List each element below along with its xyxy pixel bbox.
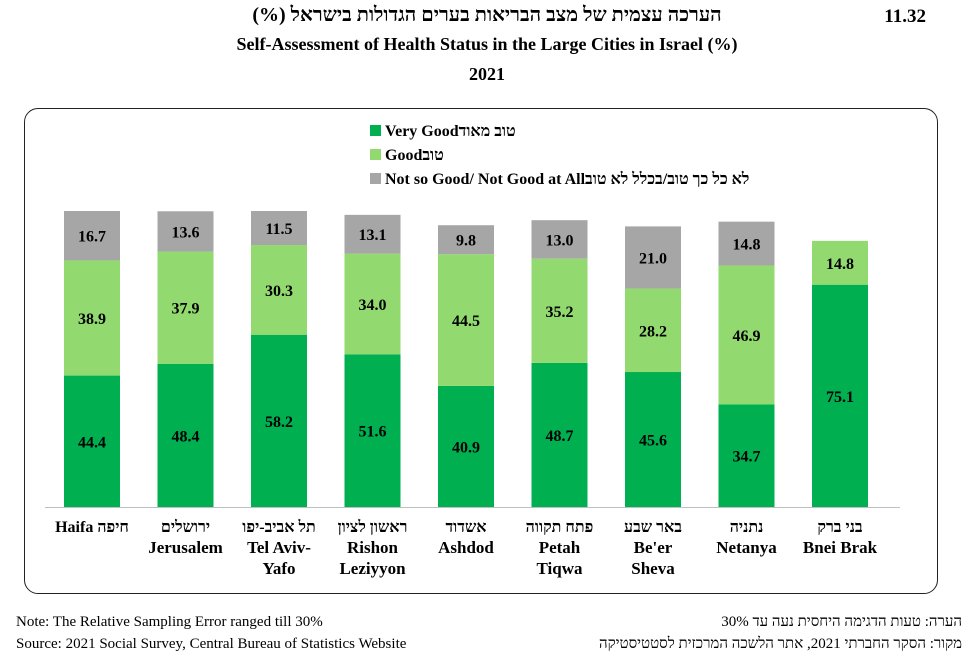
data-label-very_good-3: 51.6 [359,424,387,441]
data-label-very_good-0: 44.4 [78,434,106,451]
bar-not_good-3 [344,214,401,254]
category-label-en-2-0: Tel Aviv- [247,538,311,557]
data-label-very_good-1: 48.4 [172,428,200,445]
bar-not_good-6 [625,226,681,289]
data-label-good-8: 14.8 [826,256,854,273]
data-label-good-4: 44.5 [452,313,480,330]
legend-swatch-good [370,149,381,160]
data-label-good-7: 46.9 [733,328,761,345]
category-label-en-6-0: Be'er [634,538,673,557]
footer-note-en: Note: The Relative Sampling Error ranged… [16,614,323,630]
legend-swatch-not_good [370,173,381,184]
chart-title-english: Self-Assessment of Health Status in the … [236,34,738,54]
category-label-0: Haifa חיפה [55,519,129,536]
bar-not_good-5 [531,220,588,259]
bar-very_good-6 [625,372,681,507]
bar-not_good-7 [718,221,775,266]
bar-good-1 [157,251,214,364]
data-label-very_good-4: 40.9 [452,439,480,456]
bar-good-3 [344,253,401,355]
bar-not_good-4 [438,225,494,255]
category-label-en-2-1: Yafo [262,559,295,578]
data-label-very_good-8: 75.1 [826,389,854,406]
data-label-good-5: 35.2 [546,304,574,321]
bar-not_good-1 [157,211,214,252]
data-label-very_good-6: 45.6 [639,433,667,450]
data-label-good-6: 28.2 [639,323,667,340]
bar-good-0 [64,260,120,376]
category-label-he-2: תל אביב-יפו [242,518,315,536]
data-label-very_good-7: 34.7 [733,449,761,466]
chart-year: 2021 [469,64,505,84]
category-label-en-5-1: Tiqwa [537,559,583,578]
category-label-en-1-0: Jerusalem [148,538,223,557]
data-label-not_good-4: 9.8 [456,233,476,250]
bar-very_good-4 [438,385,494,507]
data-label-good-2: 30.3 [265,283,293,300]
bar-not_good-2 [251,211,307,246]
category-label-he-1: ירושלים [161,518,210,536]
data-label-not_good-5: 13.0 [546,232,574,249]
bar-very_good-0 [64,375,120,507]
bar-very_good-5 [531,362,588,507]
category-label-en-4-0: Ashdod [438,538,494,557]
data-label-not_good-2: 11.5 [265,221,292,238]
bar-good-6 [625,288,681,373]
legend-label-very_good: Very Good טוב מאוד [385,123,520,140]
bar-good-8 [812,240,868,285]
footer-source-en: Source: 2021 Social Survey, Central Bure… [16,636,407,652]
data-label-very_good-5: 48.7 [546,428,574,445]
data-label-good-0: 38.9 [78,311,106,328]
category-label-en-8-0: Bnei Brak [803,538,878,557]
bar-very_good-2 [251,334,307,507]
bar-good-2 [251,245,307,335]
bar-very_good-8 [812,284,868,507]
bar-good-7 [718,265,775,405]
table-number: 11.32 [884,6,926,27]
bar-very_good-7 [718,404,775,507]
bar-very_good-1 [157,363,214,507]
category-label-he-4: אשדוד [445,519,486,536]
bar-not_good-0 [64,211,120,261]
data-label-not_good-3: 13.1 [359,227,387,244]
category-label-he-7: נתניה [730,519,764,536]
category-label-he-3: ראשון לציון [338,518,408,536]
bar-good-4 [438,254,494,386]
category-label-en-6-1: Sheva [631,559,675,578]
data-label-good-3: 34.0 [359,297,387,314]
legend-label-good: Good טוב [385,147,448,164]
footer-source-he: מקור: הסקר החברתי 2021, אתר הלשכה המרכזי… [598,636,962,652]
category-label-he-5: פתח תקווה [526,519,594,536]
category-label-en-7-0: Netanya [716,538,777,557]
data-label-not_good-7: 14.8 [733,237,761,254]
category-label-en-3-0: Rishon [347,538,399,557]
footer-note-he: הערה: טעות הדגימה היחסית נעה עד 30% [721,614,962,630]
legend-swatch-very_good [370,125,381,136]
data-label-not_good-1: 13.6 [172,224,200,241]
bar-good-5 [531,258,588,363]
legend-label-not_good: Not so Good/ Not Good at All לא כל כך טו… [385,170,753,188]
data-label-not_good-0: 16.7 [78,229,106,246]
category-label-he-8: בני ברק [817,519,863,536]
data-label-not_good-6: 21.0 [639,250,667,267]
category-label-en-5-0: Petah [539,538,581,557]
chart-title-hebrew: הערכה עצמית של מצב הבריאות בערים הגדולות… [252,4,722,26]
data-label-very_good-2: 58.2 [265,414,293,431]
category-label-en-3-1: Leziyyon [339,559,406,578]
data-label-good-1: 37.9 [172,301,200,318]
chart-frame [24,108,938,594]
bar-very_good-3 [344,354,401,507]
category-label-he-6: באר שבע [624,519,682,536]
